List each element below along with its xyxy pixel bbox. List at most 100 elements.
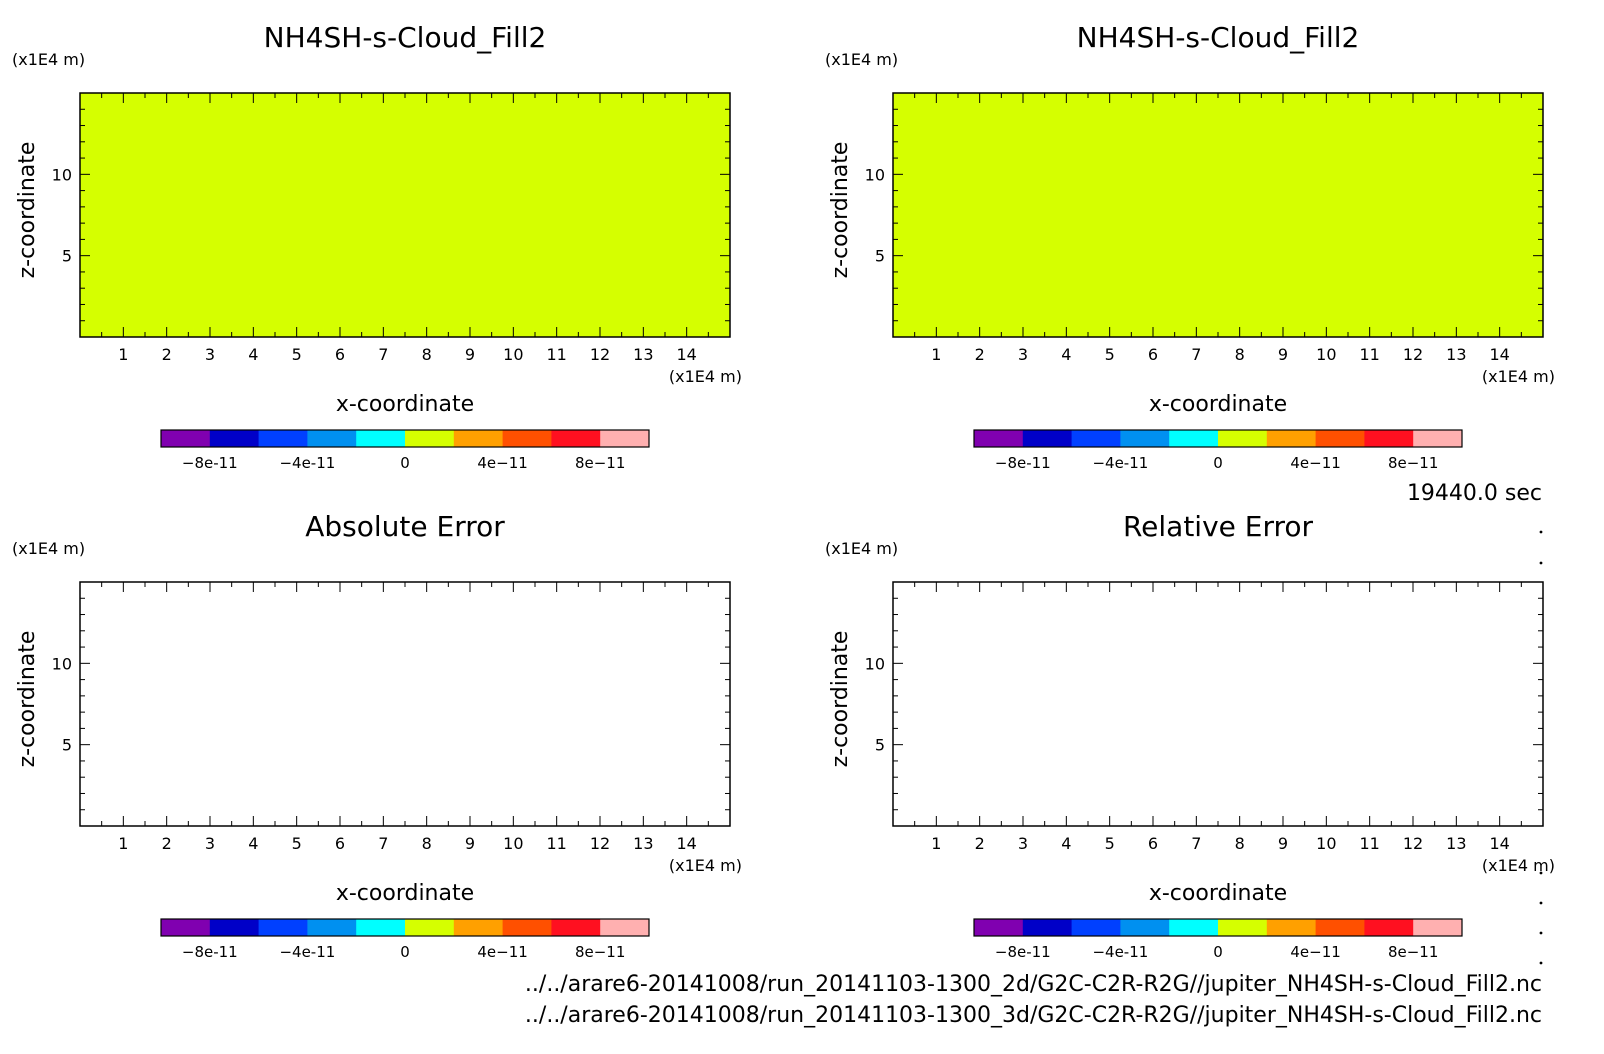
x-tick-label: 9 [465,345,475,364]
x-tick-label: 3 [1018,834,1028,853]
panel-4: Relative Error(x1E4 m)1 2 3 4 5 6 7 8 9 10 11 12 13 1… [825,510,1555,961]
colorbar-segment [209,430,260,447]
x-tick-label: 11 [546,345,566,364]
colorbar-segment [209,919,260,936]
colorbar-segment [1120,919,1170,936]
colorbar-segment [974,919,1024,936]
colorbar-tick-label: 8e−11 [1388,943,1438,961]
y-axis-title: z-coordinate [15,142,40,279]
colorbar-segment [405,919,455,936]
x-tick-label: 10 [503,345,523,364]
colorbar-segment [1413,430,1463,447]
x-tick-label: 14 [676,345,696,364]
colorbar-segment [453,919,504,936]
margin-dot [1539,961,1543,965]
x-tick-label: 2 [975,345,985,364]
x-tick-label: 5 [292,345,302,364]
colorbar-segment [405,430,455,447]
panel-title: NH4SH-s-Cloud_Fill2 [264,21,547,54]
x-tick-label: 7 [378,345,388,364]
colorbar-segment [502,430,552,447]
x-tick-label: 7 [1191,345,1201,364]
x-tick-label: 13 [1446,834,1466,853]
x-tick-label: 8 [1235,834,1245,853]
x-tick-label: 1 [118,834,128,853]
x-tick-label: 5 [1105,345,1115,364]
colorbar-segment [1071,919,1121,936]
x-tick-label: 3 [205,345,215,364]
colorbar-segment [502,919,552,936]
colorbar-tick-label: −8e-11 [995,943,1051,961]
x-tick-label: 8 [422,834,432,853]
colorbar-segment [1364,919,1414,936]
colorbar-segment [258,919,308,936]
colorbar-tick-label: 4e−11 [1290,454,1340,472]
x-tick-label: 14 [676,834,696,853]
y-unit-label: (x1E4 m) [825,539,898,558]
colorbar-segment [1218,919,1268,936]
panel-2: NH4SH-s-Cloud_Fill2(x1E4 m)1 2 3 4 5 6 7 8 9 10 11… [825,21,1555,472]
colorbar-frame [160,918,650,937]
x-tick-label: 4 [248,834,258,853]
colorbar-segment [600,919,650,936]
x-tick-label: 6 [1148,834,1158,853]
colorbar-tick-label: 4e−11 [1290,943,1340,961]
x-tick-label: 14 [1489,345,1509,364]
panel-title: Absolute Error [305,510,505,543]
x-tick-label: 11 [546,834,566,853]
x-tick-label: 5 [292,834,302,853]
x-tick-label: 4 [1061,345,1071,364]
x-unit-label: (x1E4 m) [669,367,742,386]
x-tick-label: 9 [1278,345,1288,364]
colorbar-segment [600,430,650,447]
x-unit-label: (x1E4 m) [1482,367,1555,386]
x-tick-label: 4 [248,345,258,364]
colorbar-segment [1315,919,1365,936]
x-axis-title: x-coordinate [336,881,474,906]
x-tick-label: 9 [465,834,475,853]
margin-dot [1539,871,1543,875]
colorbar-segment [551,430,601,447]
colorbar-tick-label: −8e-11 [995,454,1051,472]
colorbar-tick-label: 0 [1213,454,1223,472]
x-tick-label: 11 [1359,345,1379,364]
colorbar-segment [1022,919,1073,936]
colorbar-tick-label: 8e−11 [575,943,625,961]
y-tick-label: 5 [875,736,885,755]
colorbar-segment [551,919,601,936]
x-tick-label: 6 [335,834,345,853]
colorbar-segment [1169,919,1219,936]
x-tick-label: 14 [1489,834,1509,853]
x-tick-label: 11 [1359,834,1379,853]
colorbar-segment [1120,430,1170,447]
colorbar-segment [356,919,406,936]
x-axis-title: x-coordinate [1149,392,1287,417]
field-fill [80,93,730,337]
colorbar-segment [258,430,308,447]
x-unit-label: (x1E4 m) [669,856,742,875]
time-label: 19440.0 sec [1407,481,1542,506]
colorbar-frame [160,429,650,448]
colorbar-tick-label: 0 [1213,943,1223,961]
colorbar-segment [356,430,406,447]
colorbar-segment [1364,430,1414,447]
x-tick-label: 6 [1148,345,1158,364]
x-tick-label: 13 [633,834,653,853]
x-tick-label: 1 [931,834,941,853]
colorbar-tick-label: −8e-11 [182,454,238,472]
field-fill [80,582,730,826]
colorbar-segment [1266,430,1317,447]
colorbar-segment [1169,430,1219,447]
margin-dot [1539,931,1543,935]
x-axis-title: x-coordinate [336,392,474,417]
colorbar-tick-label: 4e−11 [477,943,527,961]
x-tick-label: 2 [162,834,172,853]
y-tick-label: 10 [865,654,885,673]
field-fill [893,582,1543,826]
y-tick-label: 5 [62,736,72,755]
colorbar-segment [974,430,1024,447]
x-tick-label: 2 [162,345,172,364]
y-unit-label: (x1E4 m) [12,50,85,69]
colorbar-segment [307,430,357,447]
